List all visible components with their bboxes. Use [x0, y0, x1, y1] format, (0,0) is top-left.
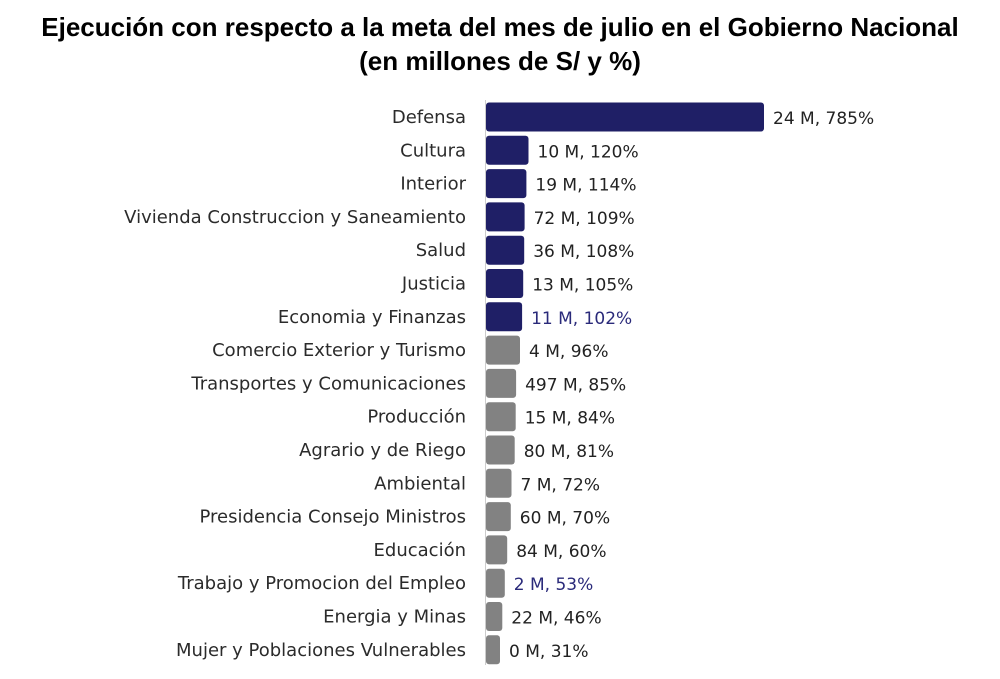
bar-4: [486, 235, 525, 265]
bar-9: [486, 402, 516, 432]
category-label-10: Agrario y de Riego: [299, 440, 466, 461]
bar-5: [486, 269, 524, 298]
chart-title: Ejecución con respecto a la meta del mes…: [41, 12, 959, 42]
data-label-13: 84 M, 60%: [516, 542, 606, 562]
data-label-0: 24 M, 785%: [773, 109, 874, 129]
data-label-10: 80 M, 81%: [524, 442, 614, 462]
category-label-6: Economia y Finanzas: [278, 307, 466, 328]
bar-2: [486, 169, 527, 199]
category-label-9: Producción: [367, 407, 466, 428]
category-label-14: Trabajo y Promocion del Empleo: [177, 573, 466, 594]
data-label-11: 7 M, 72%: [521, 475, 600, 495]
data-label-15: 22 M, 46%: [511, 609, 601, 629]
bar-13: [486, 535, 508, 565]
data-label-1: 10 M, 120%: [538, 142, 639, 162]
chart-subtitle: (en millones de S/ y %): [359, 46, 641, 76]
category-label-8: Transportes y Comunicaciones: [190, 373, 466, 394]
bars-group: Defensa 24 M, 785% Cultura 10 M, 120% Interi…: [124, 102, 874, 665]
bar-12: [486, 502, 511, 532]
bar-15: [486, 602, 503, 631]
data-label-2: 19 M, 114%: [535, 176, 636, 196]
bar-10: [486, 435, 515, 465]
category-label-12: Presidencia Consejo Ministros: [199, 507, 466, 528]
bar-16: [486, 635, 500, 665]
data-label-16: 0 M, 31%: [509, 642, 588, 662]
category-label-7: Comercio Exterior y Turismo: [212, 340, 466, 361]
bar-8: [486, 368, 517, 398]
data-label-5: 13 M, 105%: [532, 276, 633, 296]
bar-0: [486, 102, 764, 132]
bar-14: [486, 568, 505, 598]
data-label-4: 36 M, 108%: [533, 242, 634, 262]
bar-7: [486, 335, 520, 365]
category-label-15: Energia y Minas: [323, 607, 466, 628]
data-label-7: 4 M, 96%: [529, 342, 608, 362]
data-label-3: 72 M, 109%: [534, 209, 635, 229]
category-label-5: Justicia: [401, 274, 466, 295]
category-label-0: Defensa: [392, 107, 466, 128]
data-label-6: 11 M, 102%: [531, 309, 632, 329]
category-label-2: Interior: [400, 174, 466, 195]
data-label-12: 60 M, 70%: [520, 509, 610, 529]
category-label-13: Educación: [374, 540, 466, 561]
category-label-11: Ambiental: [374, 473, 466, 494]
chart-title-block: Ejecución con respecto a la meta del mes…: [0, 10, 1000, 78]
bar-6: [486, 302, 523, 332]
bar-3: [486, 202, 525, 232]
data-label-9: 15 M, 84%: [525, 409, 615, 429]
bar-11: [486, 468, 512, 498]
bar-1: [486, 135, 529, 165]
category-label-3: Vivienda Construccion y Saneamiento: [124, 207, 466, 228]
category-label-4: Salud: [416, 240, 466, 261]
data-label-8: 497 M, 85%: [525, 375, 626, 395]
category-label-1: Cultura: [400, 140, 466, 161]
data-label-14: 2 M, 53%: [514, 575, 593, 595]
category-label-16: Mujer y Poblaciones Vulnerables: [176, 640, 466, 661]
